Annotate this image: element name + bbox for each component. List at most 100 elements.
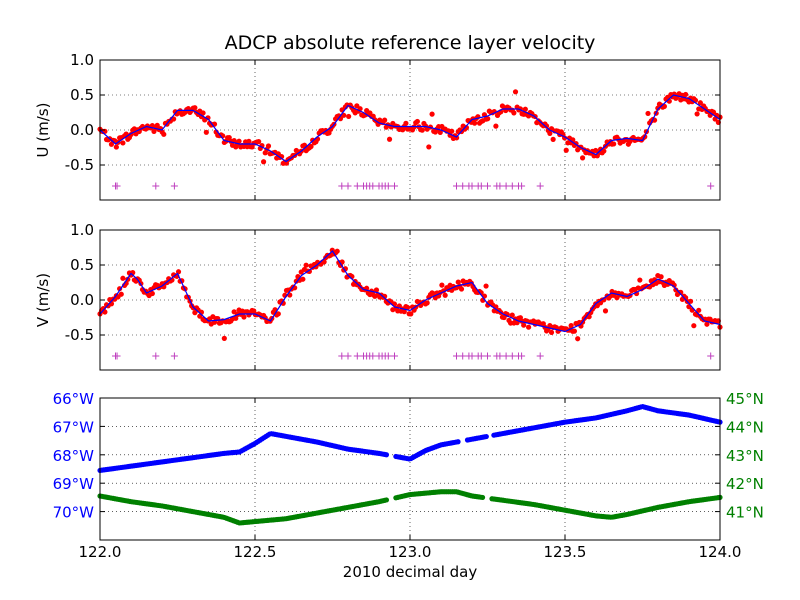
raw-point [200, 110, 206, 116]
raw-point [231, 137, 237, 144]
raw-point [710, 109, 717, 115]
axes-frame [99, 59, 721, 201]
raw-point [678, 289, 684, 295]
raw-point [543, 123, 550, 129]
raw-point [547, 130, 553, 137]
raw-point [683, 91, 689, 98]
smoothed-line [99, 250, 721, 333]
right-tick-label: 41°N [726, 504, 764, 522]
raw-point [203, 129, 209, 135]
u_panel: 1.0 0.5 0.0 -0.5 U (m/s) [34, 51, 723, 201]
raw-point [526, 324, 532, 330]
raw-point [120, 140, 126, 146]
flag-marker [152, 182, 160, 190]
raw-point [522, 106, 528, 112]
raw-point [192, 105, 198, 111]
flag-marker [384, 352, 392, 360]
flag-marker [707, 182, 715, 190]
raw-point [108, 141, 115, 147]
raw-point [241, 314, 247, 320]
raw-point [637, 277, 643, 283]
raw-point [575, 336, 581, 342]
flag-marker [384, 182, 392, 190]
raw-point [120, 275, 126, 281]
raw-point [501, 314, 507, 321]
flag-marker [468, 352, 476, 360]
raw-point [602, 308, 609, 314]
raw-point [306, 268, 312, 275]
raw-point [458, 286, 465, 292]
raw-point [334, 248, 340, 254]
flag-marker [453, 352, 460, 360]
raw-point [373, 287, 380, 293]
latitude-point [383, 497, 390, 503]
raw-point [548, 329, 555, 335]
flag-marker [477, 352, 485, 360]
flag-marker [344, 352, 352, 360]
raw-point [442, 292, 448, 298]
flag-marker [502, 182, 510, 190]
raw-point [265, 143, 272, 149]
flag-marker [170, 182, 178, 190]
raw-point [161, 131, 167, 137]
y-axis-label: V (m/s) [34, 273, 52, 327]
raw-point [308, 143, 314, 150]
raw-point [697, 100, 703, 106]
raw-point [113, 144, 119, 150]
raw-point [568, 323, 574, 329]
right-tick-label: 42°N [726, 475, 764, 493]
flag-marker [453, 182, 460, 190]
raw-point [403, 120, 409, 126]
flag-marker [502, 352, 510, 360]
raw-point [408, 311, 414, 317]
axes-frame [99, 229, 721, 371]
raw-point [236, 138, 242, 144]
x-tick-label: 123.0 [389, 543, 432, 561]
raw-point [601, 148, 607, 154]
raw-point [404, 304, 411, 311]
left-tick-label: 68°W [53, 447, 95, 465]
raw-point [509, 312, 515, 318]
raw-point [645, 110, 651, 117]
raw-point [439, 282, 445, 288]
x-tick-label: 123.5 [544, 543, 587, 561]
raw-point [511, 110, 517, 116]
flag-marker [338, 182, 346, 190]
raw-point [483, 283, 489, 289]
raw-point [424, 300, 430, 306]
chart-panels: 1.0 0.5 0.0 -0.5 U (m/s) 1.0 0.5 0.0 -0.5 V (m/s)… [34, 51, 764, 561]
longitude-point [483, 433, 489, 440]
position_panel: 66°W 67°W 68°W 69°W 70°W 45°N 44°N 43°N 42°N 41°N… [53, 390, 764, 561]
left-tick-label: 70°W [53, 504, 95, 522]
flag-marker [484, 352, 491, 360]
flag-marker [707, 352, 715, 360]
raw-point [658, 274, 664, 280]
raw-point [696, 307, 702, 313]
raw-point [275, 311, 281, 317]
flag-marker [459, 352, 467, 360]
y-tick-label: 0.0 [70, 291, 94, 309]
raw-point [571, 328, 578, 334]
flag-marker [353, 182, 361, 190]
right-tick-label: 43°N [726, 447, 764, 465]
raw-point [246, 138, 252, 144]
raw-point [260, 159, 267, 165]
raw-point [493, 123, 499, 129]
raw-point [321, 259, 327, 265]
flag-marker [508, 182, 516, 190]
flag-marker [391, 182, 398, 190]
raw-point [300, 276, 306, 282]
flag-marker [477, 182, 485, 190]
raw-point [429, 111, 435, 117]
flag-marker [468, 182, 476, 190]
left-tick-label: 69°W [53, 475, 95, 493]
axes-frame [99, 397, 721, 541]
chart-title: ADCP absolute reference layer velocity [225, 32, 596, 54]
x-tick-label: 122.5 [234, 543, 277, 561]
smoothed-line [99, 94, 721, 163]
raw-point [221, 335, 227, 341]
x-axis-label: 2010 decimal day [343, 563, 478, 581]
flag-marker [459, 182, 467, 190]
y-tick-label: 1.0 [70, 51, 94, 69]
